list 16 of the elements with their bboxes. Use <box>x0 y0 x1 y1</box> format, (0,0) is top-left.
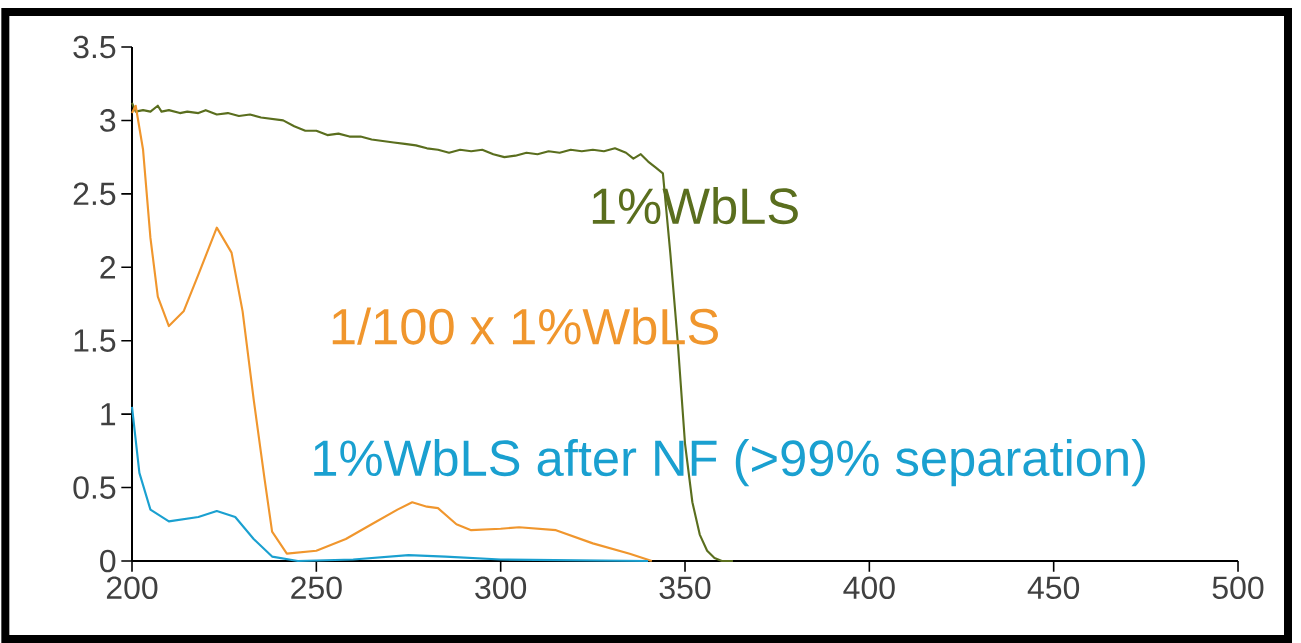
x-tick-label: 400 <box>843 576 895 600</box>
y-tick-label: 2.5 <box>73 182 116 206</box>
x-tick-label: 200 <box>106 576 158 600</box>
y-tick-label: 2 <box>100 256 116 279</box>
x-tick-label: 300 <box>475 576 527 600</box>
y-tick-label: 3 <box>100 109 116 132</box>
x-tick-label: 250 <box>291 576 342 600</box>
y-tick-label: 3.5 <box>73 35 116 59</box>
x-tick-label: 350 <box>659 576 711 600</box>
y-tick-label: 1 <box>101 403 116 426</box>
y-tick-label: 0.5 <box>73 476 116 499</box>
line-series <box>130 405 650 563</box>
x-tick-label: 450 <box>1027 576 1080 600</box>
y-tick-label: 1.5 <box>74 329 116 352</box>
x-tick-label: 500 <box>1212 576 1264 600</box>
y-tick-label: 0 <box>100 549 116 573</box>
